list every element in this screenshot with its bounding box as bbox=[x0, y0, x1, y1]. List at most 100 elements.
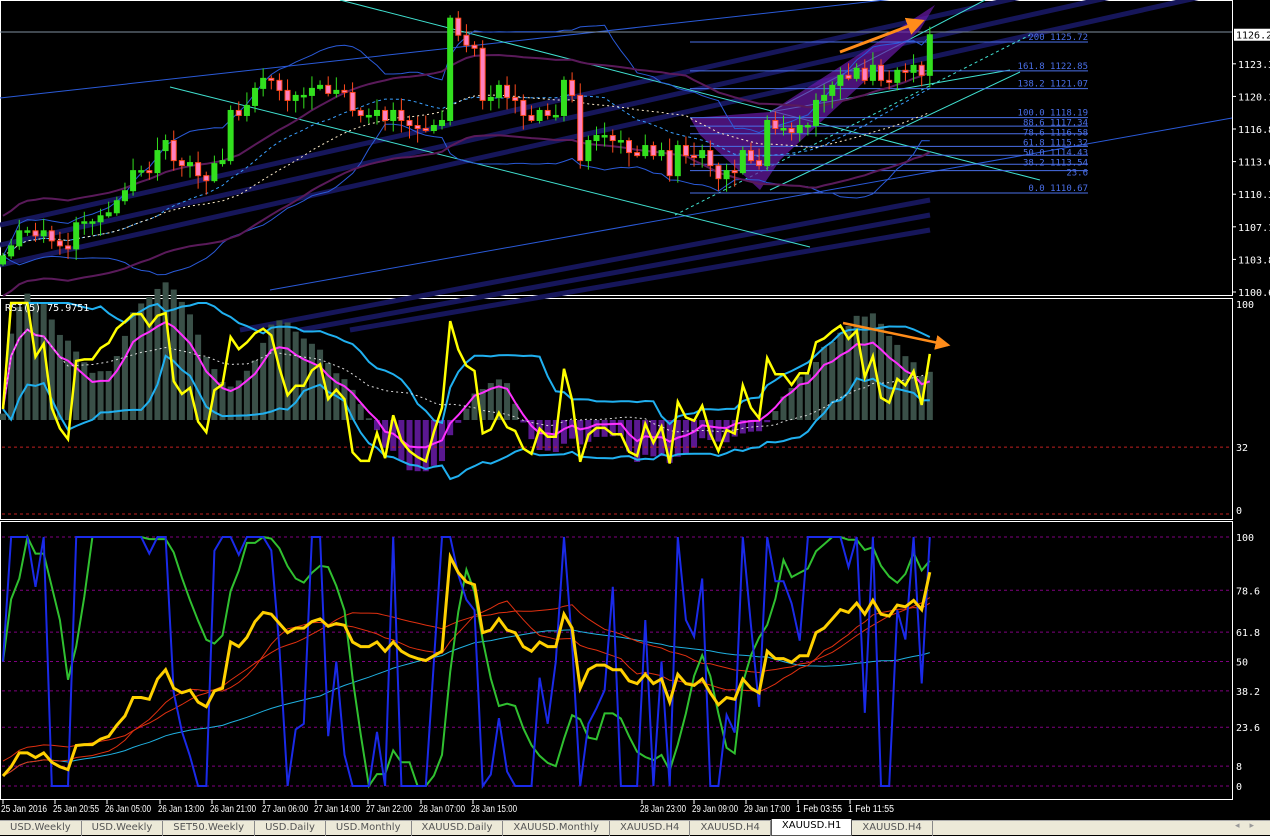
stochastic-fast-line bbox=[2, 536, 931, 789]
tab-xauusd-monthly[interactable]: XAUUSD.Monthly bbox=[503, 821, 610, 836]
rsi-histogram-bar bbox=[105, 371, 112, 420]
rsi-histogram-bar bbox=[308, 343, 315, 420]
candle-body bbox=[463, 34, 470, 46]
candle-body bbox=[756, 160, 763, 167]
candle-body bbox=[243, 104, 250, 116]
channel-line bbox=[339, 0, 1041, 181]
candle bbox=[455, 11, 462, 42]
candle bbox=[634, 145, 641, 158]
rsi-histogram-bar bbox=[65, 340, 72, 420]
tab-scroll-right-icon[interactable]: ▸ bbox=[1249, 821, 1264, 831]
main-price-panel[interactable]: 200 1125.72 161.8 1122.85 138.2 1121.07 100… bbox=[0, 0, 1233, 333]
rsi-histogram-bar bbox=[504, 383, 511, 420]
candle-body bbox=[382, 109, 389, 121]
candle-body bbox=[81, 221, 88, 224]
time-axis-label: 26 Jan 21:00 bbox=[210, 804, 256, 815]
tab-scroll-left-icon[interactable]: ◂ bbox=[1234, 821, 1250, 831]
candle bbox=[463, 24, 470, 53]
rsi-histogram-bar bbox=[195, 334, 202, 420]
candle-body bbox=[894, 69, 901, 83]
candle bbox=[691, 142, 698, 167]
tab-usd-daily[interactable]: USD.Daily bbox=[255, 821, 326, 836]
rsi-histogram-bar bbox=[447, 420, 454, 436]
candle-body bbox=[813, 99, 819, 127]
rsi-histogram-bar bbox=[617, 420, 624, 436]
fib-level-label: 161.8 1122.85 bbox=[1018, 62, 1088, 72]
candle-body bbox=[276, 79, 283, 91]
rsi-panel[interactable] bbox=[0, 282, 1230, 515]
rsi-histogram-bar bbox=[455, 420, 462, 423]
candle-body bbox=[821, 94, 828, 101]
candle bbox=[349, 82, 356, 117]
rsi-histogram-bar bbox=[373, 420, 380, 431]
candle-body bbox=[406, 119, 413, 127]
candle bbox=[16, 219, 23, 250]
candle-body bbox=[650, 145, 657, 157]
candle bbox=[593, 126, 600, 151]
candle-body bbox=[252, 87, 259, 106]
candle bbox=[520, 94, 527, 130]
rsi-histogram-bar bbox=[292, 331, 299, 420]
rsi-histogram-bar bbox=[113, 356, 120, 420]
candle bbox=[886, 70, 893, 90]
candle-body bbox=[105, 212, 112, 217]
rsi-histogram-bar bbox=[926, 371, 933, 420]
tab-xauusd-h4[interactable]: XAUUSD.H4 bbox=[690, 821, 771, 836]
rsi-histogram-bar bbox=[219, 382, 226, 420]
candle bbox=[894, 67, 901, 91]
lower-indicator-panel[interactable] bbox=[1, 533, 1230, 789]
rsi-histogram-bar bbox=[349, 389, 356, 420]
candle-body bbox=[89, 221, 96, 224]
rsi-histogram-bar bbox=[422, 420, 429, 472]
candle-body bbox=[154, 150, 161, 174]
candle-body bbox=[585, 140, 592, 162]
candle bbox=[89, 218, 96, 235]
tab-xauusd-h4[interactable]: XAUUSD.H4 bbox=[610, 821, 691, 836]
candle-body bbox=[65, 245, 72, 250]
rsi-histogram-bar bbox=[699, 420, 706, 439]
candle-body bbox=[341, 89, 348, 93]
candle bbox=[8, 238, 15, 259]
rsi-panel-frame bbox=[0, 298, 1233, 520]
candle-body bbox=[186, 162, 193, 167]
tab-xauusd-h4[interactable]: XAUUSD.H4 bbox=[852, 821, 933, 836]
rsi-histogram-bar bbox=[162, 282, 169, 420]
channel-line-dashed bbox=[674, 34, 1031, 216]
candle bbox=[504, 76, 511, 110]
tab-xauusd-daily[interactable]: XAUUSD.Daily bbox=[412, 821, 504, 836]
candle bbox=[536, 107, 543, 124]
tab-set50-weekly[interactable]: SET50.Weekly bbox=[163, 821, 256, 836]
rsi-histogram-bar bbox=[780, 396, 787, 420]
candle bbox=[853, 63, 860, 82]
candle-body bbox=[739, 150, 746, 174]
candle bbox=[821, 84, 828, 113]
candle-body bbox=[731, 170, 738, 174]
candle-body bbox=[634, 152, 641, 157]
candle bbox=[845, 63, 852, 81]
candle bbox=[715, 162, 722, 191]
rsi-histogram-bar bbox=[845, 326, 852, 420]
candle bbox=[276, 73, 283, 101]
time-axis-label: 26 Jan 05:00 bbox=[105, 804, 151, 815]
candle bbox=[512, 84, 519, 114]
candle bbox=[829, 81, 836, 109]
rsi-histogram-bar bbox=[357, 404, 364, 420]
candle-body bbox=[48, 230, 55, 242]
tab-scroll-buttons[interactable]: ◂▸ bbox=[1235, 821, 1264, 831]
tab-xauusd-h1[interactable]: XAUUSD.H1 bbox=[770, 819, 853, 836]
rsi-histogram-bar bbox=[24, 293, 31, 420]
candle-body bbox=[430, 125, 437, 132]
rsi-band-upper bbox=[2, 302, 931, 426]
rsi-histogram-bar bbox=[756, 420, 763, 432]
candle-body bbox=[715, 165, 722, 180]
tab-usd-weekly[interactable]: USD.Weekly bbox=[82, 821, 164, 836]
rsi-histogram-bar bbox=[528, 420, 535, 440]
candle bbox=[723, 163, 730, 192]
candle bbox=[284, 79, 291, 112]
tab-usd-weekly[interactable]: USD.Weekly bbox=[0, 821, 82, 836]
tab-usd-monthly[interactable]: USD.Monthly bbox=[326, 821, 412, 836]
candle-body bbox=[666, 150, 673, 177]
candle-body bbox=[845, 74, 852, 79]
chart-tabs-bar: USD.Weekly USD.Weekly SET50.Weekly USD.Dail… bbox=[0, 819, 1270, 836]
